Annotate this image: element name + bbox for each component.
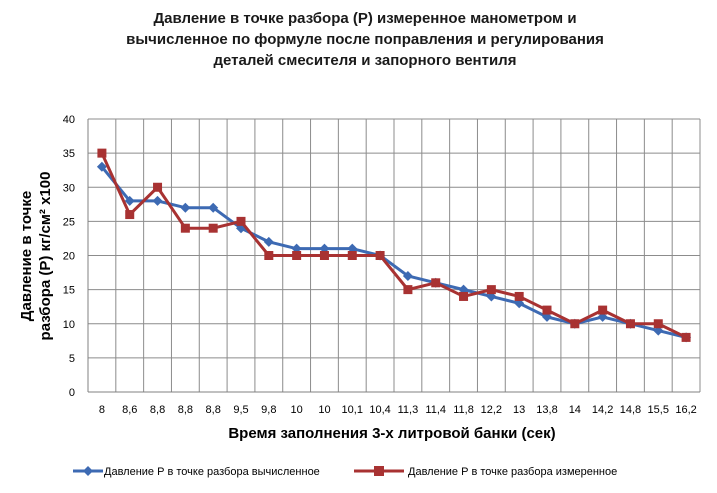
data-point — [152, 195, 163, 206]
x-tick-label: 10 — [318, 404, 330, 416]
x-tick-label: 8,8 — [178, 404, 193, 416]
x-tick-label: 14,8 — [620, 404, 641, 416]
chart-title: Давление в точке разбора (Р) измеренное … — [40, 8, 690, 71]
data-point — [180, 223, 190, 233]
chart-title-line: деталей смесителя и запорного вентиля — [213, 52, 517, 69]
x-tick-label: 10 — [291, 404, 303, 416]
x-tick-label: 12,2 — [481, 404, 502, 416]
data-point — [153, 182, 163, 192]
data-point — [208, 223, 218, 233]
x-tick-label: 8,6 — [122, 404, 137, 416]
data-point — [598, 305, 608, 315]
x-tick-label: 8 — [99, 404, 105, 416]
data-point — [263, 236, 274, 247]
chart-title-line: вычисленное по формуле после поправления… — [126, 31, 604, 48]
y-tick-label: 40 — [63, 114, 75, 126]
data-point — [236, 216, 246, 226]
legend-label: Давление Р в точке разбора вычисленное — [104, 466, 320, 478]
data-point — [402, 270, 413, 281]
x-tick-label: 16,2 — [675, 404, 696, 416]
x-tick-label: 10,4 — [369, 404, 390, 416]
y-tick-label: 5 — [69, 353, 75, 365]
data-point — [625, 319, 635, 329]
grid — [87, 118, 701, 393]
x-tick-label: 13,8 — [536, 404, 557, 416]
data-point — [319, 251, 329, 260]
x-tick-label: 11,4 — [425, 404, 446, 416]
y-axis-title-line: Давление в точке — [18, 191, 35, 321]
legend: Давление Р в точке разбора вычисленное Да… — [73, 466, 617, 478]
data-point — [514, 291, 524, 301]
legend-label: Давление Р в точке разбора измеренное — [408, 466, 617, 478]
chart-title-line: Давление в точке разбора (Р) измеренное … — [153, 10, 577, 27]
data-point — [653, 319, 663, 329]
data-point — [403, 285, 413, 295]
data-point — [180, 202, 191, 213]
y-tick-label: 10 — [63, 319, 75, 331]
x-tick-label: 9,5 — [233, 404, 248, 416]
y-tick-label: 35 — [63, 148, 75, 160]
y-tick-label: 25 — [63, 216, 75, 228]
data-point — [459, 291, 469, 301]
y-axis-title: Давление в точке разбора (Р) кг/см² х100 — [18, 172, 54, 341]
legend-marker — [83, 466, 93, 476]
axes: 0 5 10 15 20 25 30 35 40 8 8,6 8,8 8,8 8,8 9,5 9,8 10 10 1… — [63, 114, 700, 416]
y-tick-label: 30 — [63, 182, 75, 194]
x-tick-label: 14,2 — [592, 404, 613, 416]
data-point — [292, 251, 302, 260]
data-point — [208, 202, 219, 213]
data-point — [431, 278, 441, 288]
x-tick-label: 14 — [569, 404, 581, 416]
x-tick-label: 11,8 — [453, 404, 474, 416]
series-line — [100, 165, 687, 339]
data-point — [97, 148, 107, 158]
series-line — [100, 152, 687, 339]
legend-marker — [374, 466, 384, 476]
series-layer — [96, 148, 692, 343]
data-point — [570, 319, 580, 329]
data-point — [375, 251, 385, 260]
x-tick-label: 9,8 — [261, 404, 276, 416]
data-point — [96, 161, 107, 172]
y-tick-label: 0 — [69, 387, 75, 399]
x-tick-label: 10,1 — [342, 404, 363, 416]
x-tick-label: 13 — [513, 404, 525, 416]
y-tick-label: 20 — [63, 251, 75, 263]
x-tick-label: 11,3 — [398, 404, 419, 416]
data-point — [124, 195, 135, 206]
data-point — [681, 332, 691, 342]
x-tick-label: 15,5 — [648, 404, 669, 416]
x-axis-title: Время заполнения 3-х литровой банки (сек… — [228, 425, 555, 442]
data-point — [542, 305, 552, 315]
data-point — [486, 285, 496, 295]
data-point — [347, 251, 357, 260]
x-tick-label: 8,8 — [150, 404, 165, 416]
data-point — [125, 210, 135, 220]
data-point — [264, 251, 274, 260]
y-tick-label: 15 — [63, 285, 75, 297]
x-tick-label: 8,8 — [206, 404, 221, 416]
y-axis-title-line: разбора (Р) кг/см² х100 — [37, 172, 54, 341]
